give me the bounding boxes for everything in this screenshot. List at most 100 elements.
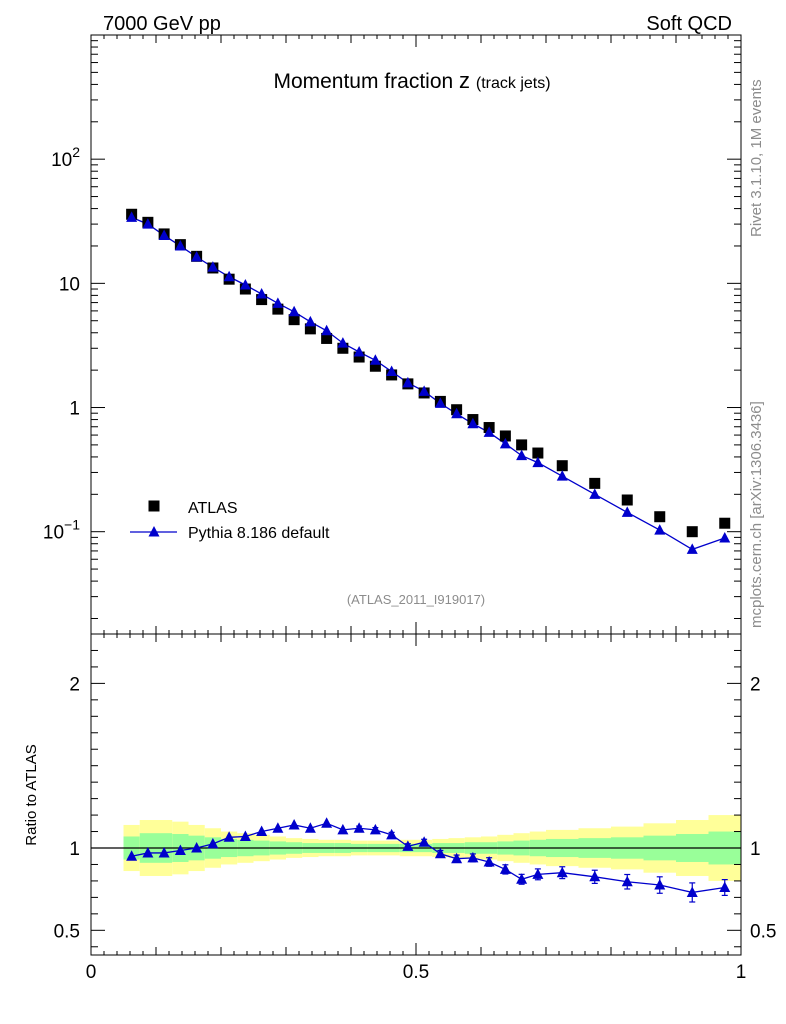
ratio-ylabel: Ratio to ATLAS [23, 744, 40, 845]
ratio-point [499, 863, 511, 874]
mc-point [386, 365, 398, 377]
atlas-point [516, 439, 528, 451]
y-tick-label: 102 [51, 144, 80, 171]
ratio-point [272, 822, 284, 833]
chart-title-symbol: z [459, 68, 470, 93]
ratio-point [142, 846, 154, 858]
legend-mc-marker [148, 526, 160, 537]
mc-point [654, 524, 666, 535]
chart-title: Momentum fraction z (track jets) [273, 68, 550, 93]
mc-point [483, 426, 495, 437]
ratio-point [556, 866, 568, 878]
analysis-label: (ATLAS_2011_I919017) [347, 592, 485, 607]
ratio-frame [90, 633, 742, 956]
mc-point [467, 417, 479, 429]
chart-title-subscript: (track jets) [476, 75, 551, 92]
ratio-point [337, 823, 349, 835]
legend-atlas-marker [148, 500, 160, 512]
ratio-point [288, 818, 300, 830]
mc-point [556, 470, 568, 481]
mc-point [126, 211, 138, 222]
ratio-point [719, 881, 731, 893]
atlas-point [589, 477, 601, 489]
ratio-y-tick-label-right: 2 [750, 674, 761, 695]
mc-point [434, 397, 446, 408]
ratio-point [223, 831, 235, 842]
mc-point [158, 229, 170, 240]
atlas-point [654, 511, 666, 523]
ratio-point [353, 822, 365, 833]
ratio-point [191, 842, 203, 853]
mc-point [288, 305, 300, 317]
mc-point [353, 345, 365, 357]
ratio-y-tick-label: 2 [69, 674, 80, 695]
ratio-point [589, 870, 601, 882]
mc-point [207, 261, 219, 272]
ratio-point [207, 837, 219, 849]
chart-title-text: Momentum fraction [273, 70, 453, 93]
mc-point [239, 278, 251, 290]
ratio-point [467, 851, 479, 863]
ratio-point [321, 817, 333, 828]
x-tick-label: 0 [86, 962, 97, 983]
mc-point [304, 315, 316, 327]
ratio-point [402, 840, 414, 851]
ratio-point [654, 879, 666, 890]
energy-label: 7000 GeV pp [103, 13, 221, 35]
mc-point [337, 337, 349, 348]
atlas-point [532, 447, 544, 459]
legend-mc-label: Pythia 8.186 default [188, 525, 330, 542]
x-tick-label: 1 [736, 962, 747, 983]
category-label: Soft QCD [646, 13, 732, 35]
y-tick-label: 10−1 [43, 517, 80, 544]
legend: ATLAS Pythia 8.186 default [130, 500, 330, 542]
legend-atlas-label: ATLAS [188, 500, 238, 517]
ratio-y-tick-label: 0.5 [54, 921, 80, 942]
ratio-point [126, 850, 138, 861]
mc-point [174, 239, 186, 251]
ratio-point [304, 822, 316, 833]
mc-point [719, 531, 731, 543]
main-panel: 10−1 1 10 102 [43, 34, 742, 635]
ratio-point [434, 847, 446, 859]
main-frame [90, 34, 742, 635]
ratio-y-tick-label-right: 1 [750, 839, 761, 860]
x-tick-label: 0.5 [403, 962, 429, 983]
ratio-point [174, 844, 186, 855]
atlas-point [321, 332, 333, 344]
mc-point [516, 449, 528, 461]
atlas-point [499, 430, 511, 442]
ratio-y-tick-label-right: 0.5 [750, 921, 776, 942]
atlas-point [353, 351, 365, 363]
mc-point [686, 543, 698, 554]
ratio-y-tick-label: 1 [69, 839, 80, 860]
y-tick-label: 10 [59, 274, 80, 295]
mc-point [621, 506, 633, 517]
ratio-point [621, 875, 633, 887]
mc-point [191, 250, 203, 262]
ratio-line [131, 822, 725, 894]
ratio-point [532, 868, 544, 879]
mcplots-label: mcplots.cern.ch [arXiv:1306.3436] [748, 401, 765, 628]
y-tick-label: 1 [69, 399, 80, 420]
ratio-point [483, 855, 495, 867]
mc-point [589, 488, 601, 499]
ratio-point [418, 836, 430, 847]
mc-point [142, 218, 154, 229]
ratio-point [256, 825, 268, 837]
mc-point [451, 407, 463, 419]
atlas-point [288, 314, 300, 326]
atlas-point [556, 460, 568, 472]
ratio-point [386, 828, 398, 840]
mc-point [369, 354, 381, 365]
mc-point [532, 456, 544, 468]
ratio-point [686, 886, 698, 897]
atlas-point [256, 294, 268, 306]
atlas-point [621, 494, 633, 506]
atlas-point [719, 517, 731, 529]
mc-point [272, 297, 284, 308]
mc-point [402, 376, 414, 388]
atlas-point [304, 323, 316, 335]
ratio-point [239, 830, 251, 841]
atlas-point [337, 342, 349, 354]
